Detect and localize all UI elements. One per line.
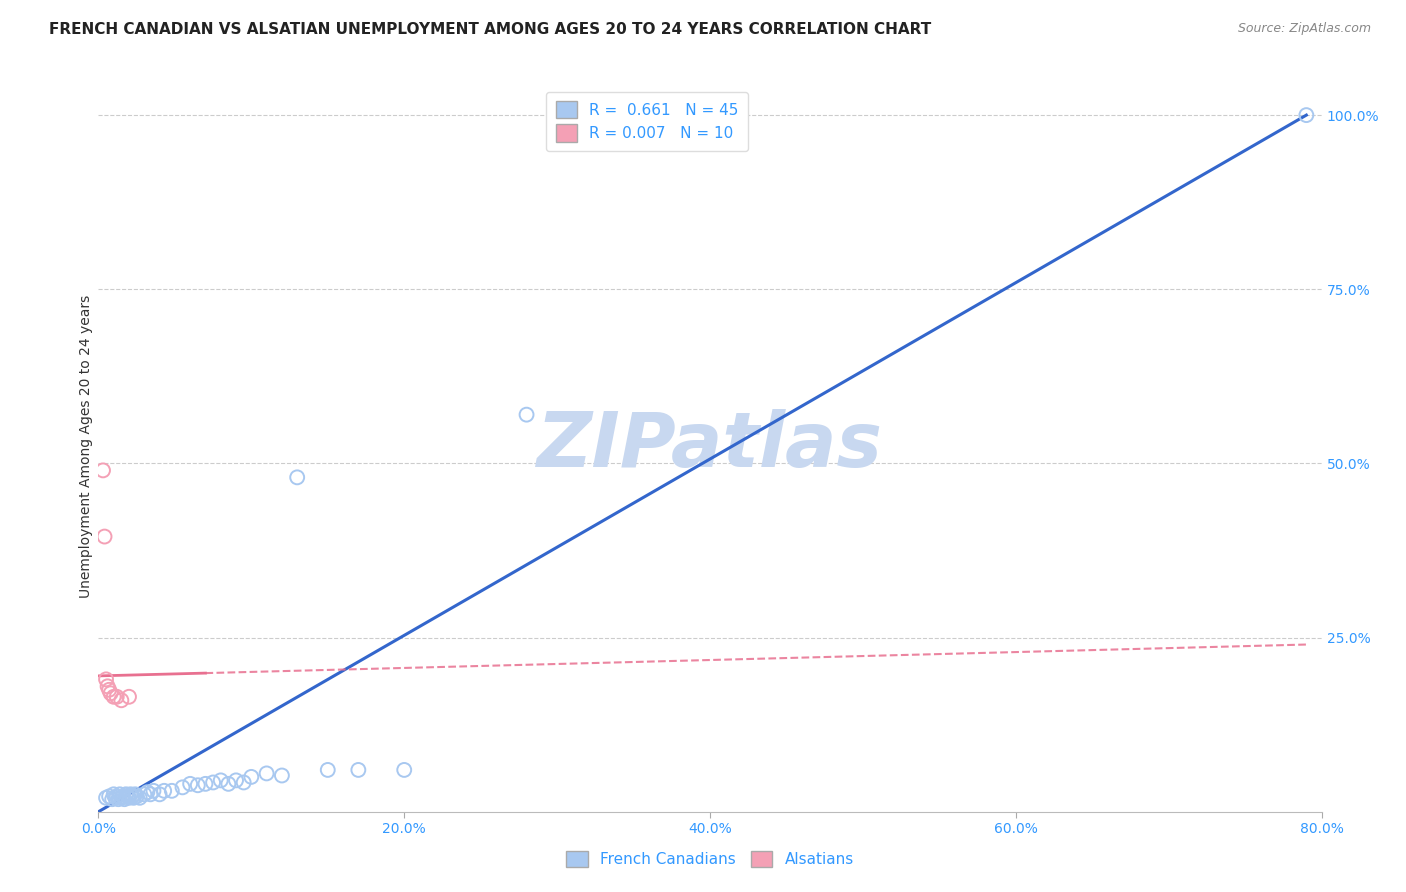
Point — [136, 785, 159, 799]
Point — [94, 673, 117, 687]
Point — [110, 693, 132, 707]
Point — [134, 787, 156, 801]
Point — [103, 787, 125, 801]
Point — [160, 784, 183, 798]
Point — [91, 463, 114, 477]
Point — [108, 787, 131, 801]
Point — [107, 792, 129, 806]
Point — [256, 766, 278, 780]
Point — [104, 790, 127, 805]
Point — [172, 780, 194, 795]
Point — [202, 775, 225, 789]
Point — [225, 773, 247, 788]
Point — [101, 792, 124, 806]
Point — [232, 775, 254, 789]
Point — [110, 790, 132, 805]
Point — [111, 789, 134, 804]
Text: Source: ZipAtlas.com: Source: ZipAtlas.com — [1237, 22, 1371, 36]
Point — [124, 787, 146, 801]
Point — [118, 690, 141, 704]
Point — [118, 790, 141, 805]
Point — [209, 773, 232, 788]
Point — [115, 787, 138, 801]
Point — [179, 777, 201, 791]
Legend: French Canadians, Alsatians: French Canadians, Alsatians — [560, 846, 860, 873]
Point — [103, 690, 125, 704]
Point — [139, 787, 162, 801]
Point — [105, 789, 128, 804]
Point — [112, 792, 135, 806]
Point — [347, 763, 370, 777]
Point — [1295, 108, 1317, 122]
Point — [153, 784, 176, 798]
Point — [122, 790, 145, 805]
Point — [187, 778, 209, 792]
Point — [194, 777, 217, 791]
Point — [117, 789, 139, 804]
Point — [98, 682, 121, 697]
Y-axis label: Unemployment Among Ages 20 to 24 years: Unemployment Among Ages 20 to 24 years — [79, 294, 93, 598]
Point — [142, 784, 165, 798]
Point — [516, 408, 538, 422]
Point — [316, 763, 339, 777]
Point — [93, 530, 115, 544]
Point — [125, 789, 148, 804]
Point — [105, 690, 128, 704]
Point — [285, 470, 308, 484]
Point — [270, 768, 292, 782]
Point — [94, 790, 117, 805]
Point — [128, 790, 150, 805]
Point — [98, 789, 121, 804]
Point — [100, 686, 122, 700]
Text: ZIPatlas: ZIPatlas — [537, 409, 883, 483]
Point — [240, 770, 263, 784]
Point — [217, 777, 239, 791]
Point — [97, 679, 120, 693]
Point — [149, 787, 172, 801]
Text: FRENCH CANADIAN VS ALSATIAN UNEMPLOYMENT AMONG AGES 20 TO 24 YEARS CORRELATION C: FRENCH CANADIAN VS ALSATIAN UNEMPLOYMENT… — [49, 22, 931, 37]
Point — [120, 787, 142, 801]
Point — [121, 789, 143, 804]
Point — [392, 763, 416, 777]
